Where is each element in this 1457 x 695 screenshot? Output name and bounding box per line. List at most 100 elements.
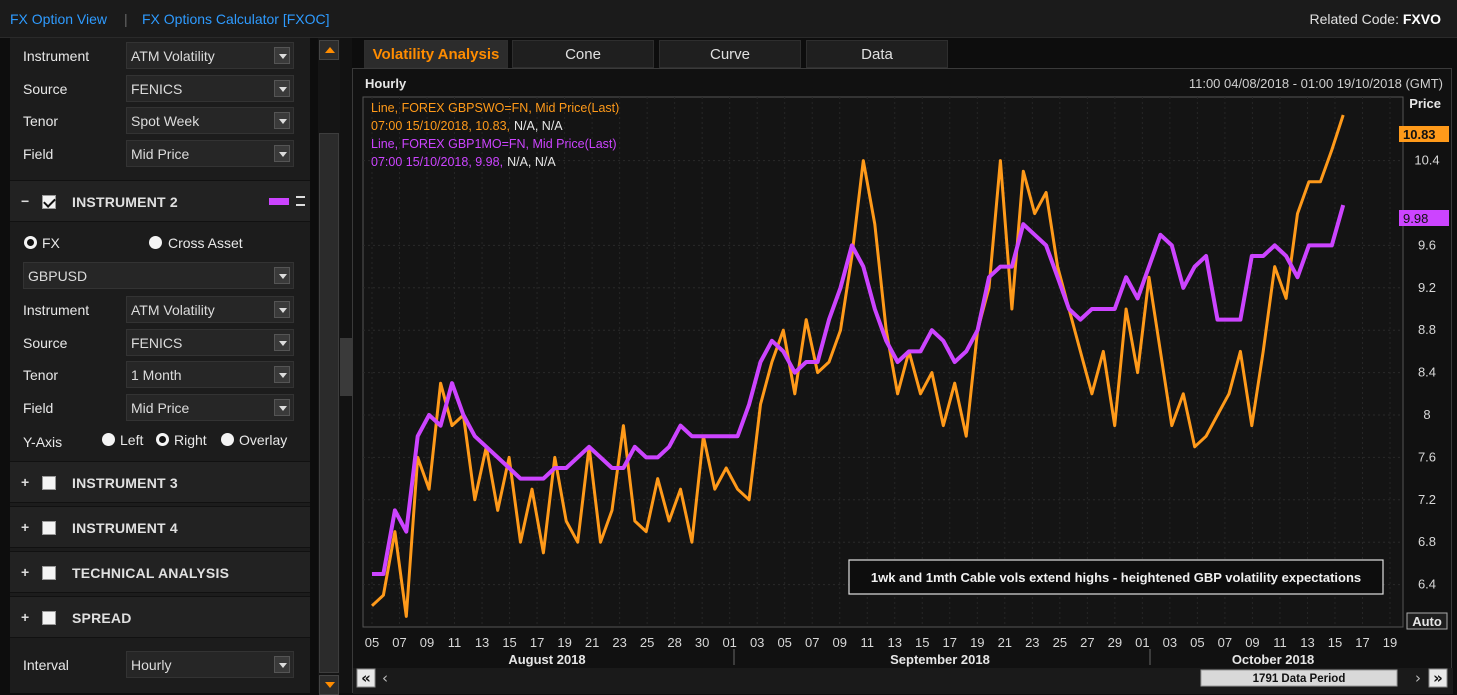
chevron-down-icon [274, 399, 290, 416]
related-code-value[interactable]: FXVO [1402, 11, 1441, 27]
yaxis-left-radio[interactable] [102, 433, 115, 446]
series-line-gbpswo[interactable] [370, 114, 1345, 618]
fx-option-view-link[interactable]: FX Option View [10, 11, 108, 27]
instrument4-title: INSTRUMENT 4 [72, 520, 178, 536]
source1-value: FENICS [131, 81, 183, 97]
tab-data[interactable]: Data [806, 40, 948, 68]
time-scroll-thumb[interactable] [1200, 669, 1398, 687]
yaxis-right-radio[interactable] [156, 433, 169, 446]
collapse-icon[interactable]: − [21, 193, 30, 209]
field1-dropdown[interactable]: Mid Price [126, 140, 294, 167]
splitter-grip[interactable] [340, 338, 352, 396]
related-code-label: Related Code: [1309, 11, 1399, 27]
tenor1-dropdown[interactable]: Spot Week [126, 107, 294, 134]
fx-radio[interactable] [24, 236, 37, 249]
annotation-text: 1wk and 1mth Cable vols extend highs - h… [871, 570, 1361, 585]
instrument2-value: ATM Volatility [131, 302, 215, 318]
yaxis-right-label: Right [174, 432, 207, 448]
instrument3-checkbox[interactable] [42, 476, 56, 490]
x-tick-label: 23 [612, 635, 626, 650]
x-tick-label: 05 [365, 635, 379, 650]
legend-series2-values: 07:00 15/10/2018, 9.98, [371, 155, 503, 169]
yaxis-overlay-label: Overlay [239, 432, 288, 448]
y-tick-label: 6.8 [1418, 534, 1436, 549]
field2-dropdown[interactable]: Mid Price [126, 394, 294, 421]
technical-analysis-checkbox[interactable] [42, 566, 56, 580]
tenor2-dropdown[interactable]: 1 Month [126, 361, 294, 388]
tab-volatility-analysis[interactable]: Volatility Analysis [364, 40, 508, 68]
scroll-thumb[interactable] [319, 133, 339, 673]
source1-dropdown[interactable]: FENICS [126, 75, 294, 102]
instrument2-section-header[interactable]: − INSTRUMENT 2 [10, 180, 310, 222]
settings-sidebar: Instrument ATM Volatility Source FENICS … [10, 38, 310, 693]
fx-options-calculator-link[interactable]: FX Options Calculator [FXOC] [142, 11, 330, 27]
chevron-down-icon [274, 145, 290, 162]
source1-label: Source [23, 81, 68, 97]
yaxis-label: Y-Axis [23, 434, 63, 450]
y-tick-label: 8.8 [1418, 322, 1436, 337]
spread-section-header[interactable]: + SPREAD [10, 596, 310, 638]
chevron-right-icon[interactable]: › [1415, 669, 1421, 687]
currency-pair-dropdown[interactable]: GBPUSD [23, 262, 294, 289]
legend-series2-line1: Line, FOREX GBP1MO=FN, Mid Price(Last) [371, 137, 617, 151]
scroll-up-icon[interactable] [319, 40, 339, 60]
cross-asset-radio[interactable] [149, 236, 162, 249]
spread-checkbox[interactable] [42, 611, 56, 625]
series-lines [370, 114, 1346, 618]
source2-label: Source [23, 335, 68, 351]
x-tick-label: 09 [420, 635, 434, 650]
y-tick-label: 10.4 [1414, 153, 1439, 168]
expand-icon[interactable]: + [21, 564, 30, 580]
instrument2-label: Instrument [23, 302, 90, 318]
x-tick-label: 07 [1218, 635, 1232, 650]
sidebar-scrollbar[interactable] [318, 38, 340, 695]
expand-icon[interactable]: + [21, 519, 30, 535]
panel-splitter[interactable] [340, 38, 352, 693]
instrument2-dropdown[interactable]: ATM Volatility [126, 296, 294, 323]
tab-cone[interactable]: Cone [512, 40, 654, 68]
tenor2-row: Tenor 1 Month [10, 359, 310, 391]
volatility-chart[interactable]: 6.4 6.8 7.2 7.6 8 8.4 8.8 9.2 9.6 10.4 05 07 09 11 13… [353, 69, 1453, 694]
interval-dropdown[interactable]: Hourly [126, 651, 294, 678]
series-line-gbp1mo[interactable] [372, 204, 1346, 576]
x-tick-label: 13 [475, 635, 489, 650]
x-tick-labels: 05 07 09 11 13 15 17 19 21 23 25 28 30 01 03 05 07 09 11 13… [365, 635, 1397, 650]
technical-analysis-section-header[interactable]: + TECHNICAL ANALYSIS [10, 551, 310, 593]
last-value-tag2: 9.98 [1403, 211, 1428, 226]
chevron-down-icon [274, 267, 290, 284]
interval-row: Interval Hourly [10, 649, 310, 681]
instrument4-checkbox[interactable] [42, 521, 56, 535]
x-tick-label: 30 [695, 635, 709, 650]
tab-curve[interactable]: Curve [659, 40, 801, 68]
annotation-box[interactable] [848, 559, 1384, 595]
x-tick-label: 19 [1383, 635, 1397, 650]
x-tick-label: 11 [1273, 635, 1287, 650]
line-style-icon[interactable] [296, 196, 305, 206]
scroll-down-icon[interactable] [319, 675, 339, 695]
chevron-left-icon[interactable]: ‹ [382, 669, 388, 687]
y-tick-label: 8.4 [1418, 365, 1436, 380]
last-value-tag1-bg [1399, 126, 1449, 142]
x-tick-label: 28 [667, 635, 681, 650]
data-period-label: 1791 Data Period [1253, 673, 1346, 685]
cross-asset-radio-label: Cross Asset [168, 235, 243, 251]
expand-icon[interactable]: + [21, 609, 30, 625]
x-tick-label: 25 [1053, 635, 1067, 650]
auto-scale-button[interactable] [1406, 612, 1448, 630]
instrument2-checkbox[interactable] [42, 195, 56, 209]
instrument1-dropdown[interactable]: ATM Volatility [126, 42, 294, 69]
x-tick-label: 05 [1190, 635, 1204, 650]
color-swatch[interactable] [269, 198, 289, 205]
field2-value: Mid Price [131, 400, 190, 416]
spread-title: SPREAD [72, 610, 132, 626]
instrument4-section-header[interactable]: + INSTRUMENT 4 [10, 506, 310, 548]
scroll-last-button[interactable] [1428, 668, 1448, 688]
last-value-tag2-bg [1399, 210, 1449, 226]
legend-series1-values: 07:00 15/10/2018, 10.83, [371, 119, 510, 133]
source2-dropdown[interactable]: FENICS [126, 329, 294, 356]
instrument3-section-header[interactable]: + INSTRUMENT 3 [10, 461, 310, 503]
scroll-first-button[interactable] [356, 668, 376, 688]
expand-icon[interactable]: + [21, 474, 30, 490]
yaxis-overlay-radio[interactable] [221, 433, 234, 446]
x-tick-label: 27 [1080, 635, 1094, 650]
